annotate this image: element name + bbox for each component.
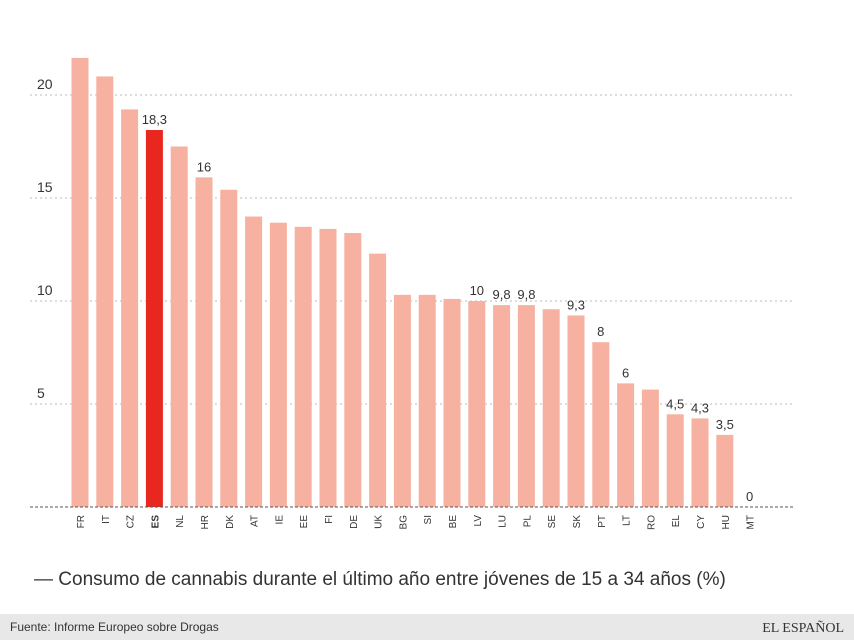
chart-title: — Consumo de cannabis durante el último …: [34, 569, 726, 590]
value-label: 4,3: [691, 400, 709, 415]
value-label: 9,3: [567, 297, 585, 312]
y-tick-label: 10: [37, 282, 53, 298]
x-tick-label: SI: [423, 515, 434, 524]
x-tick-label: LU: [498, 515, 509, 528]
bar: [691, 418, 709, 507]
bar: [96, 76, 114, 508]
value-label: 18,3: [142, 112, 167, 127]
bar: [641, 389, 659, 507]
bar: [245, 216, 263, 508]
x-tick-label: BE: [448, 515, 459, 529]
x-tick-label: MT: [746, 515, 757, 529]
x-tick-label: HU: [721, 515, 732, 529]
bar: [220, 189, 238, 507]
y-tick-label: 20: [37, 76, 53, 92]
bar: [418, 294, 436, 507]
bar: [269, 222, 287, 507]
x-tick-label: AT: [250, 515, 261, 527]
x-tick-label: FR: [76, 515, 87, 528]
value-label: 6: [622, 365, 629, 380]
bar: [71, 57, 89, 508]
x-tick-label: PT: [597, 515, 608, 528]
bar: [567, 315, 585, 507]
x-tick-label: NL: [175, 515, 186, 528]
x-tick-label: ES: [150, 515, 161, 529]
bar: [145, 130, 163, 507]
value-label: 9,8: [517, 287, 535, 302]
bar: [517, 305, 535, 507]
footer: [0, 614, 854, 640]
x-tick-label: LV: [473, 515, 484, 527]
brand: EL ESPAÑOL: [762, 620, 844, 636]
bar: [617, 383, 635, 507]
x-tick-label: RO: [646, 515, 657, 530]
x-tick-label: HR: [200, 515, 211, 529]
x-tick-label: UK: [374, 515, 385, 529]
bar: [493, 305, 511, 507]
bar: [369, 253, 387, 507]
value-label: 3,5: [716, 417, 734, 432]
y-tick-label: 5: [37, 385, 45, 401]
x-tick-label: EL: [671, 515, 682, 528]
bar: [344, 233, 362, 507]
bar: [443, 298, 461, 507]
bar: [716, 434, 734, 507]
source: Fuente: Informe Europeo sobre Drogas: [10, 620, 219, 634]
value-label: 10: [470, 283, 484, 298]
bar: [294, 226, 312, 507]
x-tick-label: SK: [572, 515, 583, 529]
x-tick-label: FI: [324, 515, 335, 524]
bar: [592, 342, 610, 507]
bar: [319, 228, 337, 507]
y-tick-label: 15: [37, 179, 53, 195]
x-tick-label: LT: [622, 515, 633, 526]
x-tick-label: DE: [349, 515, 360, 529]
value-label: 0: [746, 489, 753, 504]
x-tick-label: SE: [547, 515, 558, 529]
x-tick-label: EE: [299, 515, 310, 529]
x-tick-label: IE: [274, 515, 285, 525]
value-label: 16: [197, 159, 211, 174]
x-tick-label: DK: [225, 515, 236, 529]
value-label: 9,8: [493, 287, 511, 302]
x-tick-label: BG: [398, 515, 409, 530]
value-label: 8: [597, 324, 604, 339]
bar: [542, 309, 560, 507]
bar: [666, 414, 684, 507]
bar: [468, 301, 486, 507]
bar: [121, 109, 139, 508]
bar: [170, 146, 188, 507]
x-tick-label: IT: [101, 515, 112, 524]
bar: [393, 294, 411, 507]
x-tick-label: PL: [522, 515, 533, 528]
value-label: 4,5: [666, 396, 684, 411]
bar: [195, 177, 213, 507]
x-tick-label: CY: [696, 515, 707, 529]
x-tick-label: CZ: [126, 515, 137, 528]
